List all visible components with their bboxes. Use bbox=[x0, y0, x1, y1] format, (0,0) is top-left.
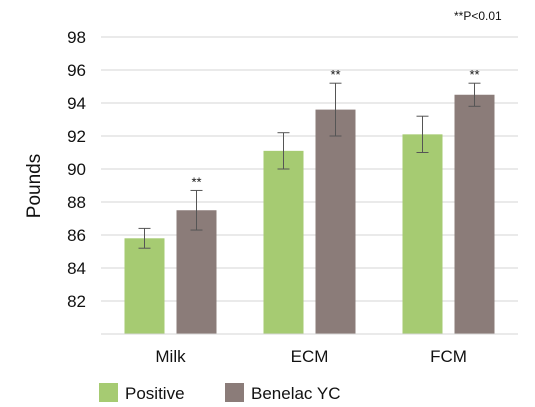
y-tick-label: 96 bbox=[67, 61, 86, 80]
significance-marker: ** bbox=[469, 67, 479, 82]
x-axis-categories: Milk ECM FCM bbox=[155, 347, 467, 366]
y-tick-label: 88 bbox=[67, 193, 86, 212]
y-tick-label: 86 bbox=[67, 226, 86, 245]
y-tick-label: 94 bbox=[67, 94, 86, 113]
bars bbox=[124, 94, 495, 334]
y-tick-label: 92 bbox=[67, 127, 86, 146]
y-tick-label: 90 bbox=[67, 160, 86, 179]
significance-note: **P<0.01 bbox=[454, 9, 502, 23]
y-tick-label: 84 bbox=[67, 259, 86, 278]
bar bbox=[176, 210, 217, 334]
y-axis-label: Pounds bbox=[24, 154, 45, 218]
bar bbox=[402, 134, 443, 334]
x-category-label: Milk bbox=[155, 347, 186, 366]
y-tick-label: 82 bbox=[67, 292, 86, 311]
bar bbox=[263, 150, 304, 334]
legend-swatch bbox=[225, 383, 244, 402]
legend-label: Positive bbox=[125, 384, 185, 403]
gridlines bbox=[101, 36, 518, 302]
y-tick-label: 98 bbox=[67, 28, 86, 47]
legend: Positive Benelac YC bbox=[99, 383, 340, 403]
legend-label: Benelac YC bbox=[251, 384, 340, 403]
legend-swatch bbox=[99, 383, 118, 402]
bar bbox=[454, 94, 495, 334]
significance-markers: ** ** ** bbox=[191, 67, 479, 189]
bar bbox=[315, 109, 356, 334]
y-axis-ticks: 82 84 86 88 90 92 94 96 98 bbox=[67, 28, 86, 311]
x-category-label: FCM bbox=[430, 347, 467, 366]
bar bbox=[124, 238, 165, 334]
error-bars bbox=[138, 82, 481, 249]
significance-marker: ** bbox=[191, 174, 201, 189]
x-category-label: ECM bbox=[291, 347, 329, 366]
significance-marker: ** bbox=[330, 67, 340, 82]
